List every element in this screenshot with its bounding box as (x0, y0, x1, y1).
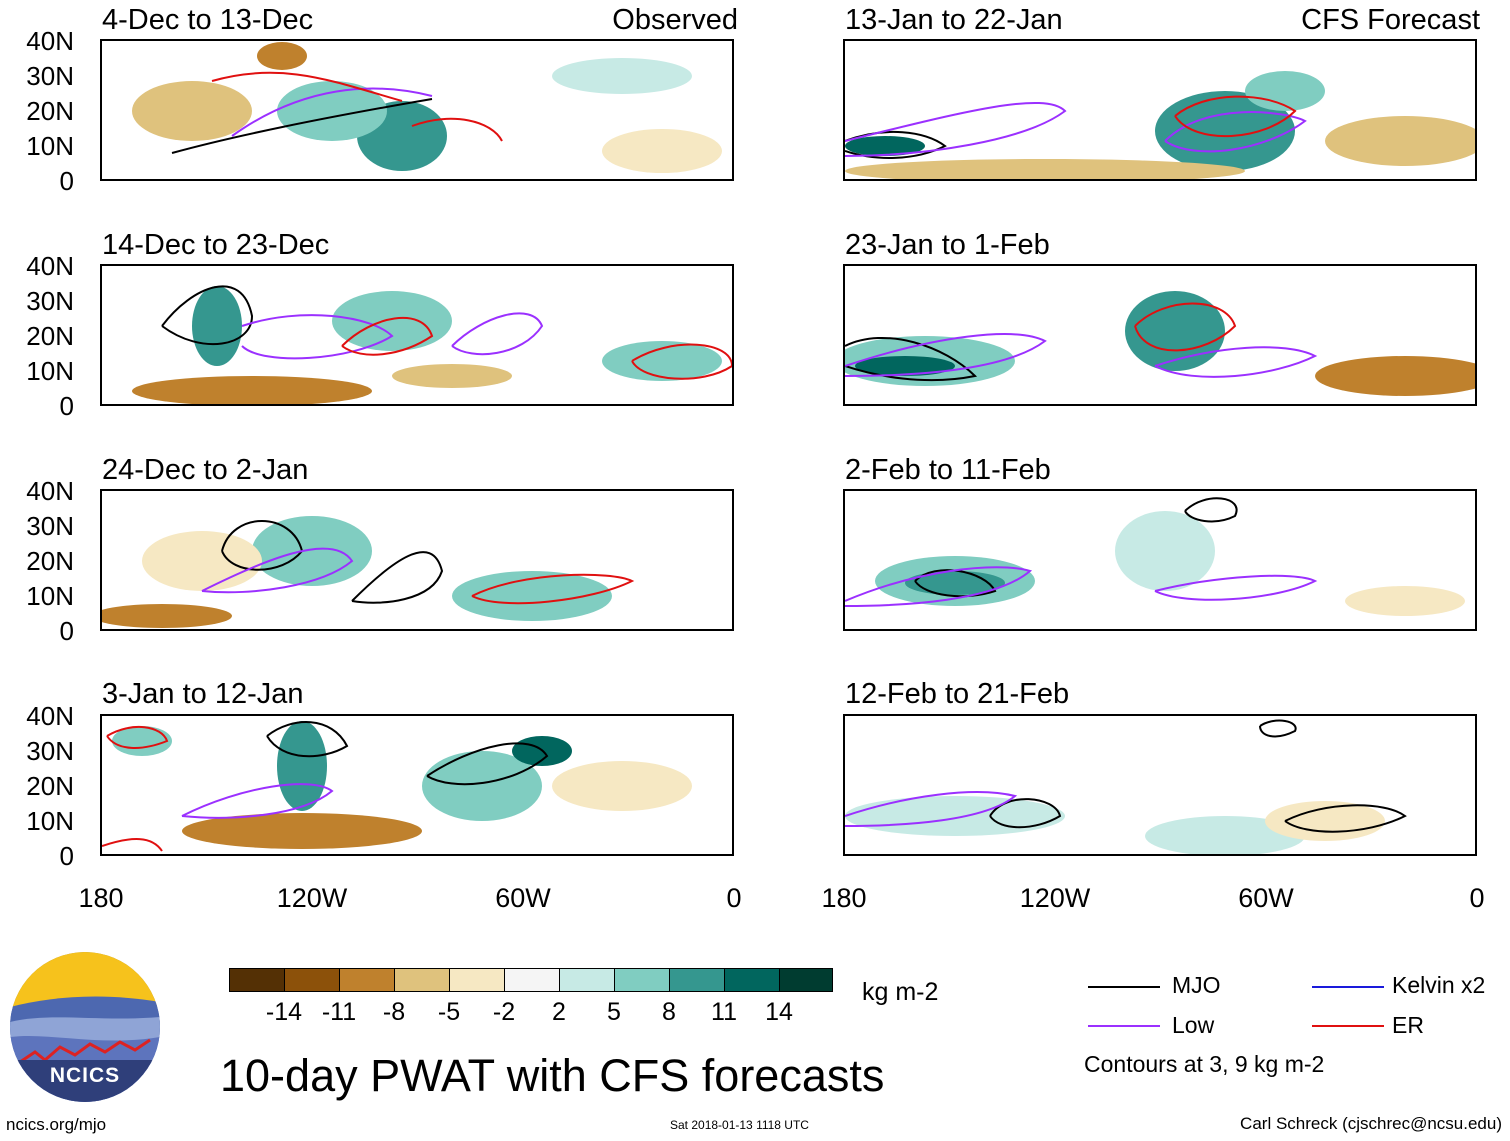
map-panel-6 (843, 264, 1477, 406)
panel-title-5: 13-Jan to 22-Jan (845, 4, 1063, 36)
colorbar-swatch (614, 968, 670, 992)
x-tick-right-60w: 60W (1238, 883, 1294, 913)
panel-title-1: 4-Dec to 13-Dec (102, 4, 314, 36)
x-tick-left-60w: 60W (495, 883, 551, 913)
legend-line-kelvin (1312, 986, 1384, 988)
legend-label-mjo: MJO (1172, 972, 1221, 998)
colorbar-tick: -5 (437, 998, 461, 1026)
colorbar-swatch (229, 968, 285, 992)
y-tick: 30N (26, 511, 74, 541)
y-tick: 10N (26, 806, 74, 836)
y-tick: 40N (26, 701, 74, 731)
footer-timestamp: Sat 2018-01-13 1118 UTC (670, 1118, 809, 1132)
x-tick-right-180: 180 (821, 883, 867, 913)
colorbar-swatch (339, 968, 395, 992)
panel-title-2: 14-Dec to 23-Dec (102, 229, 330, 261)
y-tick: 10N (26, 581, 74, 611)
map-panel-4 (100, 714, 734, 856)
legend-line-mjo (1088, 986, 1160, 988)
y-tick: 10N (26, 356, 74, 386)
y-tick: 20N (26, 771, 74, 801)
y-tick: 10N (26, 131, 74, 161)
colorbar-tick: 8 (662, 998, 676, 1026)
y-tick: 40N (26, 251, 74, 281)
y-tick: 0 (59, 166, 74, 196)
panel-title-4: 3-Jan to 12-Jan (102, 678, 304, 710)
observed-label: Observed (612, 4, 738, 36)
colorbar-swatch (449, 968, 505, 992)
colorbar-swatch (779, 968, 833, 992)
colorbar-tick: 11 (711, 998, 737, 1026)
legend-line-low (1088, 1025, 1160, 1027)
panel-title-7: 2-Feb to 11-Feb (845, 454, 1051, 486)
pwat-field-5 (845, 71, 1475, 179)
pwat-field-8 (845, 719, 1407, 854)
panel-title-6: 23-Jan to 1-Feb (845, 229, 1050, 261)
footer-url[interactable]: ncics.org/mjo (6, 1115, 107, 1134)
map-panel-1 (100, 39, 734, 181)
x-tick-left-180: 180 (78, 883, 124, 913)
colorbar-swatch (504, 968, 560, 992)
x-tick-left-120w: 120W (276, 883, 348, 913)
colorbar-tick: 2 (552, 998, 566, 1026)
legend-label-er: ER (1392, 1012, 1424, 1038)
colorbar-swatch (724, 968, 780, 992)
pwat-field-4 (102, 721, 692, 852)
y-tick: 20N (26, 321, 74, 351)
y-tick: 30N (26, 736, 74, 766)
legend-note: Contours at 3, 9 kg m-2 (1084, 1051, 1325, 1077)
colorbar-tick: 14 (765, 998, 793, 1026)
logo-text: NCICS (49, 1064, 121, 1087)
colorbar-swatch (394, 968, 450, 992)
map-panel-5 (843, 39, 1477, 181)
legend-line-er (1312, 1025, 1384, 1027)
map-panel-7 (843, 489, 1477, 631)
x-tick-right-0: 0 (1469, 883, 1485, 913)
pwat-field-1 (132, 42, 722, 173)
y-tick: 0 (59, 391, 74, 421)
colorbar-swatch (284, 968, 340, 992)
colorbar-tick: -2 (492, 998, 516, 1026)
pwat-field-7 (845, 497, 1465, 616)
colorbar-tick: 5 (607, 998, 621, 1026)
pwat-field-3 (102, 516, 635, 628)
cfs-forecast-label: CFS Forecast (1301, 4, 1480, 36)
colorbar-unit: kg m-2 (862, 978, 939, 1006)
colorbar-swatch (559, 968, 615, 992)
figure-title: 10-day PWAT with CFS forecasts (220, 1050, 885, 1101)
ncics-logo: NCICS (10, 952, 160, 1102)
legend-label-low: Low (1172, 1012, 1215, 1038)
y-tick: 30N (26, 286, 74, 316)
footer-author: Carl Schreck (cjschrec@ncsu.edu) (1240, 1114, 1502, 1133)
y-tick: 20N (26, 546, 74, 576)
colorbar-tick: -8 (382, 998, 406, 1026)
y-tick: 40N (26, 476, 74, 506)
legend-label-kelvin: Kelvin x2 (1392, 972, 1486, 998)
colorbar-tick: -11 (321, 998, 357, 1026)
panel-title-3: 24-Dec to 2-Jan (102, 454, 309, 486)
colorbar-swatch (669, 968, 725, 992)
map-panel-2 (100, 264, 734, 406)
y-tick: 30N (26, 61, 74, 91)
colorbar-tick: -14 (265, 998, 303, 1026)
y-tick: 0 (59, 616, 74, 646)
y-tick: 40N (26, 26, 74, 56)
y-tick: 20N (26, 96, 74, 126)
y-tick: 0 (59, 841, 74, 871)
map-panel-3 (100, 489, 734, 631)
x-tick-left-0: 0 (726, 883, 742, 913)
pwat-field-6 (845, 291, 1475, 396)
x-tick-right-120w: 120W (1019, 883, 1091, 913)
panel-title-8: 12-Feb to 21-Feb (845, 678, 1070, 710)
pwat-field-2 (132, 285, 732, 404)
map-panel-8 (843, 714, 1477, 856)
